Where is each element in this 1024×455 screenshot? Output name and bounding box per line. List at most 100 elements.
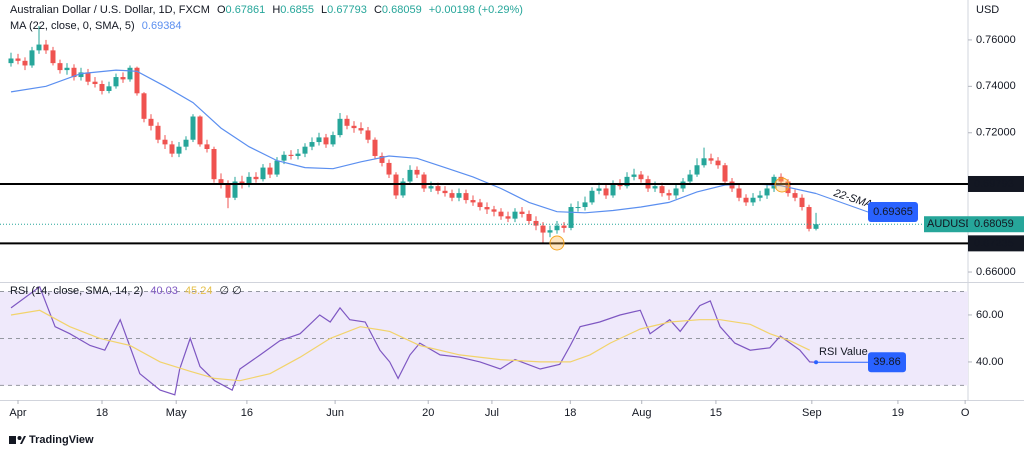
candle-body — [673, 188, 679, 196]
candle-body — [470, 200, 476, 203]
change: +0.00198 (+0.29%) — [429, 4, 523, 16]
last-price-label: 0.68059 — [974, 218, 1014, 230]
symbol-box — [924, 216, 968, 233]
level-box — [968, 235, 1024, 252]
level-label: 0.67235 — [974, 237, 1014, 249]
candle-body — [36, 44, 42, 51]
candle-body — [582, 202, 588, 208]
symbol: Australian Dollar / U.S. Dollar, 1D, FXC… — [10, 4, 210, 16]
candle-body — [715, 160, 721, 166]
logo: TradingView — [9, 434, 94, 446]
candle-body — [197, 116, 203, 145]
candle-body — [386, 162, 392, 175]
plot-layer: 0.760000.740000.720000.6600022-SMA0.6936… — [0, 25, 1024, 419]
candle-body — [85, 72, 91, 82]
candle-body — [379, 155, 385, 163]
sma-price-box — [868, 202, 918, 222]
candle-body — [302, 146, 308, 154]
candle-body — [183, 139, 189, 147]
candle-body — [211, 149, 217, 180]
x-tick-label: May — [166, 407, 187, 419]
candle-body — [372, 139, 378, 156]
candle-body — [442, 190, 448, 194]
candle-body — [547, 230, 553, 233]
sma-line — [10, 69, 817, 214]
candle-body — [638, 174, 644, 180]
ma-legend: MA (22, close, 0, SMA, 5) 0.69384 — [10, 20, 182, 32]
logo-icon — [17, 436, 22, 440]
candle-body — [43, 44, 49, 51]
candle-body — [225, 184, 231, 198]
candle-body — [463, 193, 469, 201]
rsi-header-extra: ∅ ∅ — [220, 285, 242, 297]
candle-body — [554, 225, 560, 231]
candle-body — [162, 139, 168, 145]
candle-body — [799, 197, 805, 208]
close-label: C — [374, 4, 382, 16]
candle-body — [806, 207, 812, 229]
candle-body — [694, 165, 700, 175]
candle-body — [29, 50, 35, 66]
candle-body — [449, 193, 455, 198]
candle-body — [771, 176, 777, 189]
candle-body — [428, 186, 434, 189]
candle-body — [589, 190, 595, 203]
candle-body — [141, 93, 147, 119]
logo-text: TradingView — [29, 434, 94, 446]
candle-body — [78, 72, 84, 78]
candle-body — [50, 50, 56, 64]
candle-body — [330, 135, 336, 145]
candle-body — [750, 197, 756, 203]
candle-body — [246, 176, 252, 184]
last-price-box — [968, 216, 1024, 233]
candle-body — [316, 137, 322, 143]
candle-body — [687, 174, 693, 182]
candle-body — [260, 167, 266, 180]
candle-body — [365, 130, 371, 140]
candle-body — [596, 188, 602, 191]
high-value: 0.6855 — [280, 4, 314, 16]
candle-body — [274, 160, 280, 175]
candle-body — [519, 211, 525, 214]
x-tick-label: 19 — [892, 407, 904, 419]
logo-icon — [20, 436, 26, 444]
x-tick-label: 16 — [241, 407, 253, 419]
candle-body — [309, 142, 315, 147]
y-tick-label: 0.66000 — [976, 266, 1016, 278]
x-tick-label: 18 — [96, 407, 108, 419]
candle-body — [169, 144, 175, 154]
x-tick-label: Jul — [485, 407, 499, 419]
x-tick-label: Jun — [326, 407, 344, 419]
x-tick-label: 20 — [422, 407, 434, 419]
candle-body — [624, 176, 630, 187]
candle-body — [204, 144, 210, 150]
rsi-annotation: RSI Value — [819, 346, 868, 358]
candle-body — [764, 188, 770, 196]
candle-body — [8, 58, 14, 64]
candle-body — [792, 193, 798, 198]
candle-body — [281, 154, 287, 161]
candle-body — [631, 174, 637, 177]
currency: USD — [976, 4, 999, 16]
x-tick-label: O — [961, 407, 970, 419]
candle-body — [456, 193, 462, 198]
level-box — [968, 175, 1024, 192]
candle-body — [778, 176, 784, 182]
candle-body — [484, 207, 490, 210]
rsi-line — [10, 285, 817, 396]
candle-body — [120, 77, 126, 80]
rsi-line — [10, 309, 810, 382]
legend-header: Australian Dollar / U.S. Dollar, 1D, FXC… — [10, 4, 523, 16]
rsi-legend: RSI (14, close, SMA, 14, 2) 40.03 45.24 … — [10, 285, 242, 297]
y-tick-label: 0.72000 — [976, 127, 1016, 139]
candle-body — [344, 118, 350, 126]
candle-body — [190, 116, 196, 140]
candle-body — [722, 165, 728, 182]
ma-value: 0.69384 — [142, 20, 182, 32]
open-value: 0.67861 — [226, 4, 266, 16]
candle-body — [155, 125, 161, 140]
candle-body — [568, 207, 574, 228]
rsi-ma-header-value: 45.24 — [185, 285, 213, 297]
open-label: O — [217, 4, 226, 16]
